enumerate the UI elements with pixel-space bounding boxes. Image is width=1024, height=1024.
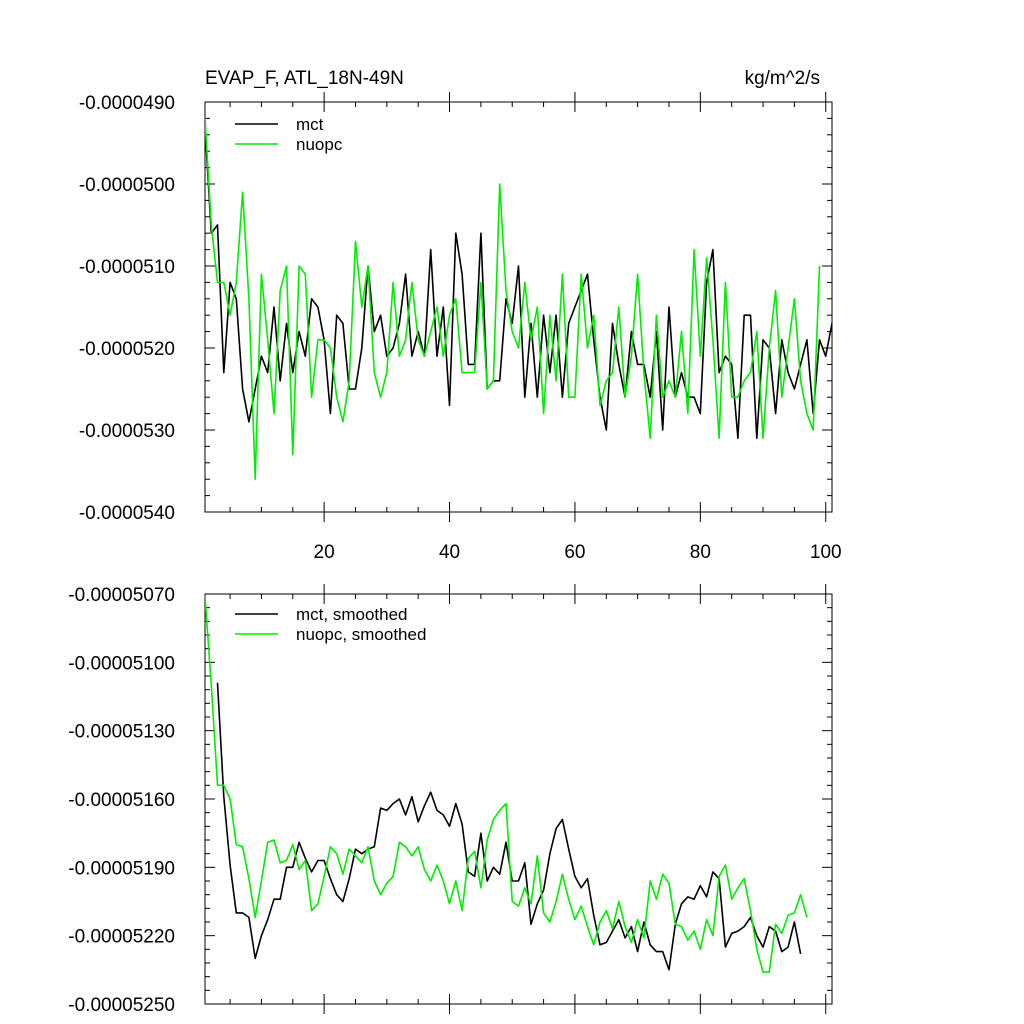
y-tick-labels-bottom: -0.00005070 -0.00005100 -0.00005130 -0.0000… xyxy=(68,585,175,1016)
series-group-top xyxy=(205,118,832,481)
series-line-nuopc xyxy=(205,118,821,481)
legend-label: mct, smoothed xyxy=(296,605,408,624)
plot-frame-top xyxy=(204,101,833,513)
y-tick-label: -0.00005220 xyxy=(68,927,175,948)
y-tick-label: -0.0000510 xyxy=(79,257,175,278)
chart-title: EVAP_F, ATL_18N-49N xyxy=(205,68,404,89)
x-tick-label: 40 xyxy=(439,542,460,563)
series-group-bottom xyxy=(205,596,808,973)
tick-marks-top xyxy=(205,92,832,522)
y-tick-label: -0.0000490 xyxy=(79,93,175,114)
y-tick-label: -0.00005250 xyxy=(68,995,175,1016)
x-tick-label: 20 xyxy=(314,542,335,563)
units-label: kg/m^2/s xyxy=(745,68,820,89)
y-tick-label: -0.0000530 xyxy=(79,421,175,442)
y-tick-label: -0.00005100 xyxy=(68,653,175,674)
x-tick-label: 60 xyxy=(564,542,585,563)
legend-label: mct xyxy=(296,115,324,134)
series-line-mct xyxy=(205,126,832,440)
legend-label: nuopc, smoothed xyxy=(296,625,426,644)
y-tick-label: -0.00005070 xyxy=(68,585,175,606)
y-tick-label: -0.00005130 xyxy=(68,722,175,743)
bottom-panel: -0.00005070 -0.00005100 -0.00005130 -0.0000… xyxy=(68,584,833,1016)
y-tick-labels-top: -0.0000490 -0.0000500 -0.0000510 -0.0000520… xyxy=(79,93,175,524)
plot-frame-bottom xyxy=(204,593,833,1005)
series-line-nuopc-smoothed xyxy=(205,596,808,973)
y-tick-label: -0.0000500 xyxy=(79,175,175,196)
y-tick-label: -0.0000520 xyxy=(79,339,175,360)
y-tick-label: -0.00005160 xyxy=(68,790,175,811)
legend-label: nuopc xyxy=(296,135,343,154)
tick-marks-bottom xyxy=(205,584,832,1014)
x-tick-labels-top: 20 40 60 80 100 xyxy=(314,542,842,563)
y-tick-label: -0.00005190 xyxy=(68,858,175,879)
x-tick-label: 100 xyxy=(810,542,842,563)
top-panel: EVAP_F, ATL_18N-49N kg/m^2/s -0.0000490-… xyxy=(79,68,842,563)
y-tick-label: -0.0000540 xyxy=(79,503,175,524)
x-tick-label: 80 xyxy=(690,542,711,563)
